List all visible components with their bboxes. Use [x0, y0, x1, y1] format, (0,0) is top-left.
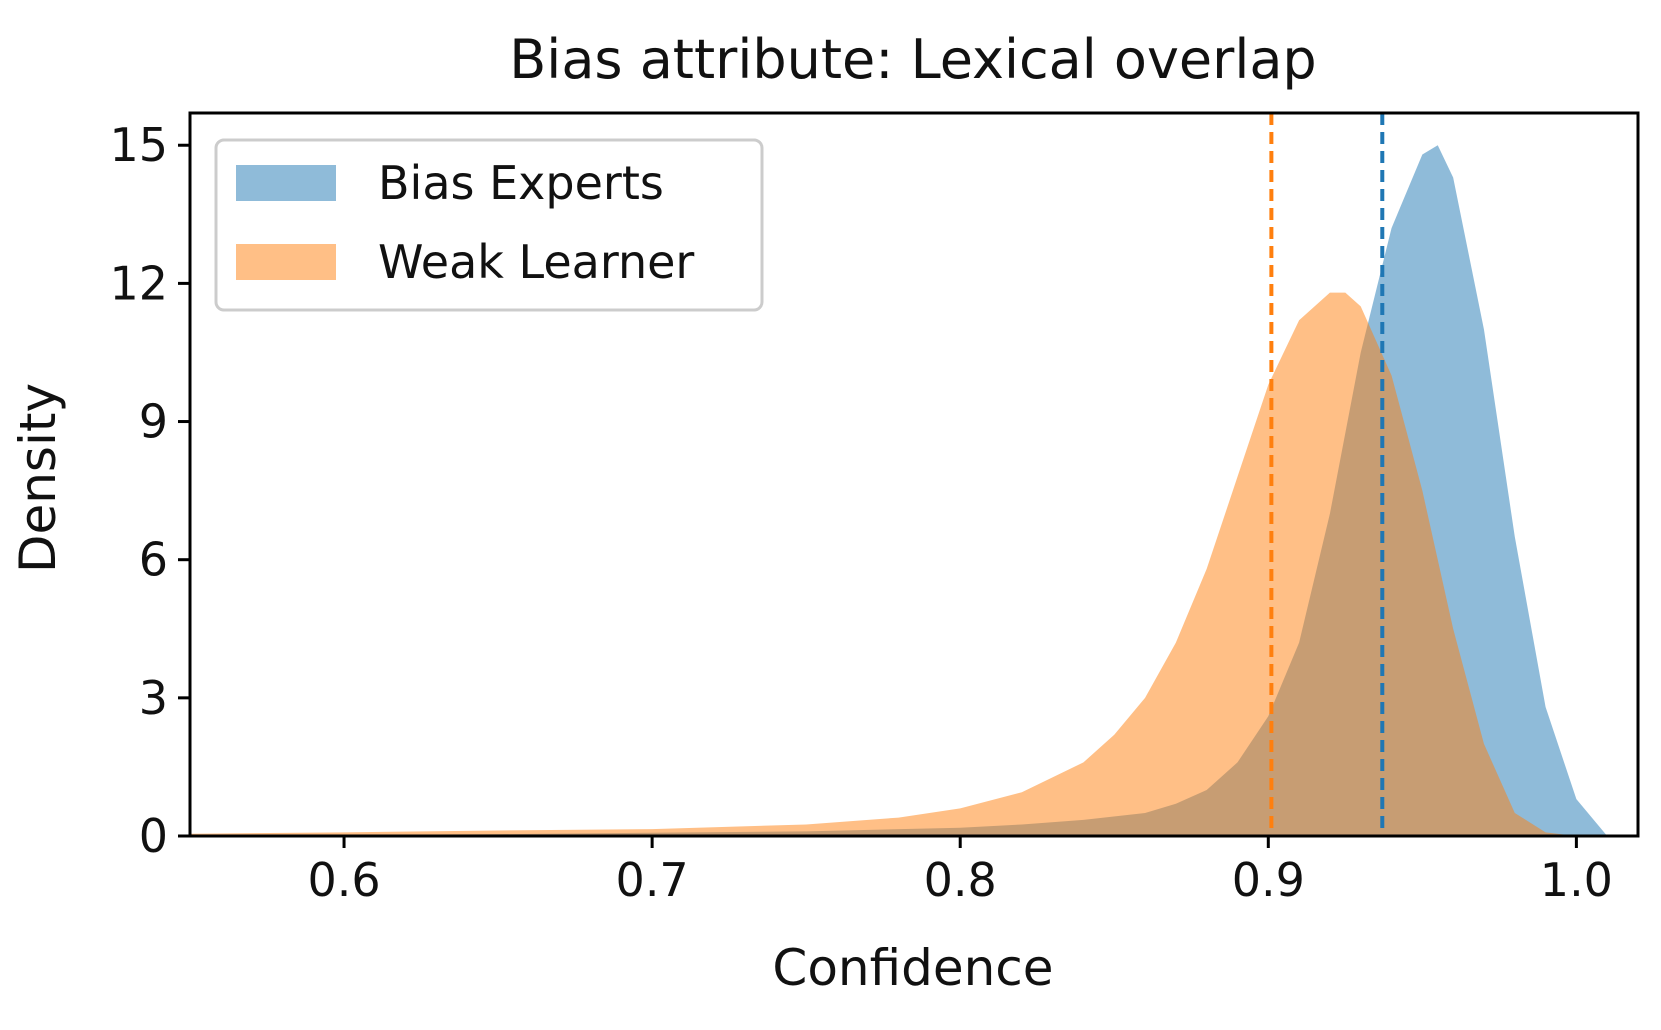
legend-swatch-weak-learner [236, 244, 336, 280]
plot-area [190, 145, 1608, 837]
y-tick-label: 0 [139, 809, 168, 863]
x-axis-title: Confidence [772, 939, 1053, 997]
x-tick-label: 0.9 [1232, 853, 1305, 907]
x-tick-label: 0.8 [924, 853, 997, 907]
legend: Bias Experts Weak Learner [214, 138, 764, 312]
x-tick-label: 0.7 [616, 853, 689, 907]
y-tick-label: 12 [109, 256, 168, 310]
y-tick-label: 15 [109, 118, 168, 172]
legend-swatch-bias-experts [236, 165, 336, 201]
density-area-weak-learner [190, 292, 1577, 836]
y-tick-label: 9 [139, 395, 168, 449]
x-tick-label: 1.0 [1540, 853, 1613, 907]
axes-frame [188, 111, 1640, 838]
x-tick-label: 0.6 [307, 853, 380, 907]
legend-label-weak-learner: Weak Learner [378, 235, 694, 289]
mean-lines [1269, 113, 1385, 836]
y-axis-title: Density [9, 383, 67, 573]
legend-frame [214, 138, 764, 312]
y-tick-label: 6 [139, 533, 168, 587]
ticks: 0.6 0.7 0.8 0.9 1.0 0 3 6 9 12 15 [109, 118, 1613, 907]
y-tick-label: 3 [139, 671, 168, 725]
axes [188, 111, 1640, 838]
chart-title: Bias attribute: Lexical overlap [509, 28, 1316, 91]
legend-label-bias-experts: Bias Experts [378, 156, 664, 210]
